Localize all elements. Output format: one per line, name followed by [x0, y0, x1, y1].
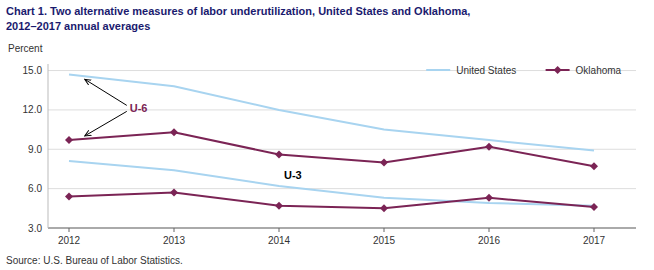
marker	[590, 203, 598, 211]
x-tick	[594, 228, 595, 232]
source: Source: U.S. Bureau of Labor Statistics.	[6, 255, 183, 266]
x-tick	[174, 228, 175, 232]
legend-label: United States	[456, 65, 516, 76]
grid-line	[48, 70, 636, 71]
x-tick	[489, 228, 490, 232]
marker	[65, 136, 73, 144]
legend-label: Oklahoma	[576, 65, 622, 76]
y-tick-label: 6.0	[28, 183, 42, 194]
title: Chart 1. Two alternative measures of lab…	[6, 5, 470, 17]
annotation: U-6	[130, 102, 148, 114]
plot-area	[65, 74, 598, 212]
annotation-arrow	[85, 111, 127, 136]
x-axis-line	[48, 228, 636, 229]
x-tick-label: 2013	[163, 235, 186, 246]
marker	[485, 194, 493, 202]
y-tick-label: 15.0	[23, 65, 43, 76]
series-line	[69, 132, 594, 166]
marker	[590, 162, 598, 170]
x-tick	[69, 228, 70, 232]
marker	[170, 189, 178, 197]
y-tick-label: 3.0	[28, 223, 42, 234]
grid-line	[48, 149, 636, 150]
marker	[65, 193, 73, 201]
x-tick	[384, 228, 385, 232]
subtitle: 2012–2017 annual averages	[6, 20, 150, 32]
x-tick-label: 2014	[268, 235, 291, 246]
grid-line	[48, 228, 636, 229]
marker	[380, 204, 388, 212]
y-tick-label: 9.0	[28, 144, 42, 155]
y-axis-line	[48, 64, 49, 228]
annotation: U-3	[284, 169, 302, 181]
marker	[485, 143, 493, 151]
y-tick-label: 12.0	[23, 104, 43, 115]
legend-marker	[554, 66, 562, 74]
x-tick-label: 2015	[373, 235, 396, 246]
marker	[170, 128, 178, 136]
x-tick-label: 2012	[58, 235, 81, 246]
y-axis-label: Percent	[8, 43, 43, 54]
grid	[48, 71, 636, 228]
series-line	[69, 193, 594, 209]
series-line	[69, 74, 594, 150]
legend: United States Oklahoma	[426, 65, 621, 76]
x-tick-label: 2016	[478, 235, 501, 246]
grid-line	[48, 188, 636, 189]
x-tick-label: 2017	[583, 235, 606, 246]
annotation-arrow	[85, 79, 127, 105]
legend-swatch	[426, 69, 450, 71]
marker	[275, 202, 283, 210]
x-tick	[279, 228, 280, 232]
marker	[275, 151, 283, 159]
series-line	[69, 161, 594, 206]
marker	[380, 158, 388, 166]
chart: Chart 1. Two alternative measures of lab…	[0, 0, 654, 270]
